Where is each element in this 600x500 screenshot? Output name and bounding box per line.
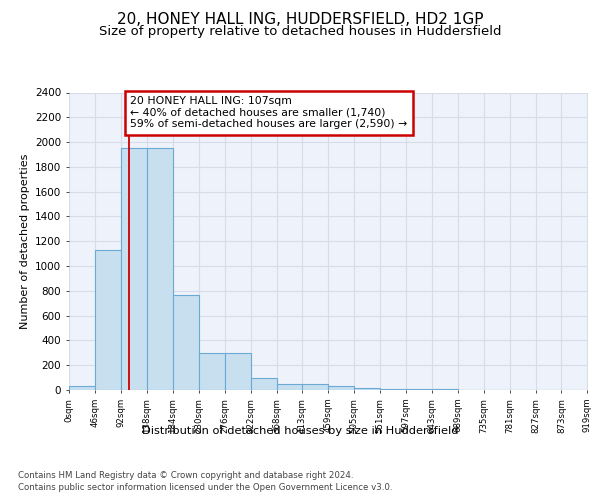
Bar bbox=[69, 386, 95, 390]
Bar bbox=[199, 354, 224, 390]
Text: Size of property relative to detached houses in Huddersfield: Size of property relative to detached ho… bbox=[99, 25, 501, 38]
Bar bbox=[277, 384, 302, 390]
Bar bbox=[121, 148, 147, 390]
Text: Distribution of detached houses by size in Huddersfield: Distribution of detached houses by size … bbox=[142, 426, 458, 436]
Y-axis label: Number of detached properties: Number of detached properties bbox=[20, 154, 29, 329]
Bar bbox=[380, 389, 406, 390]
Bar bbox=[302, 384, 328, 390]
Bar bbox=[147, 148, 173, 390]
Text: 20 HONEY HALL ING: 107sqm
← 40% of detached houses are smaller (1,740)
59% of se: 20 HONEY HALL ING: 107sqm ← 40% of detac… bbox=[130, 96, 408, 130]
Bar bbox=[225, 354, 251, 390]
Bar bbox=[251, 378, 277, 390]
Bar bbox=[173, 294, 199, 390]
Text: Contains HM Land Registry data © Crown copyright and database right 2024.: Contains HM Land Registry data © Crown c… bbox=[18, 471, 353, 480]
Bar bbox=[354, 388, 380, 390]
Bar bbox=[328, 386, 354, 390]
Bar bbox=[95, 250, 121, 390]
Text: 20, HONEY HALL ING, HUDDERSFIELD, HD2 1GP: 20, HONEY HALL ING, HUDDERSFIELD, HD2 1G… bbox=[117, 12, 483, 28]
Text: Contains public sector information licensed under the Open Government Licence v3: Contains public sector information licen… bbox=[18, 484, 392, 492]
